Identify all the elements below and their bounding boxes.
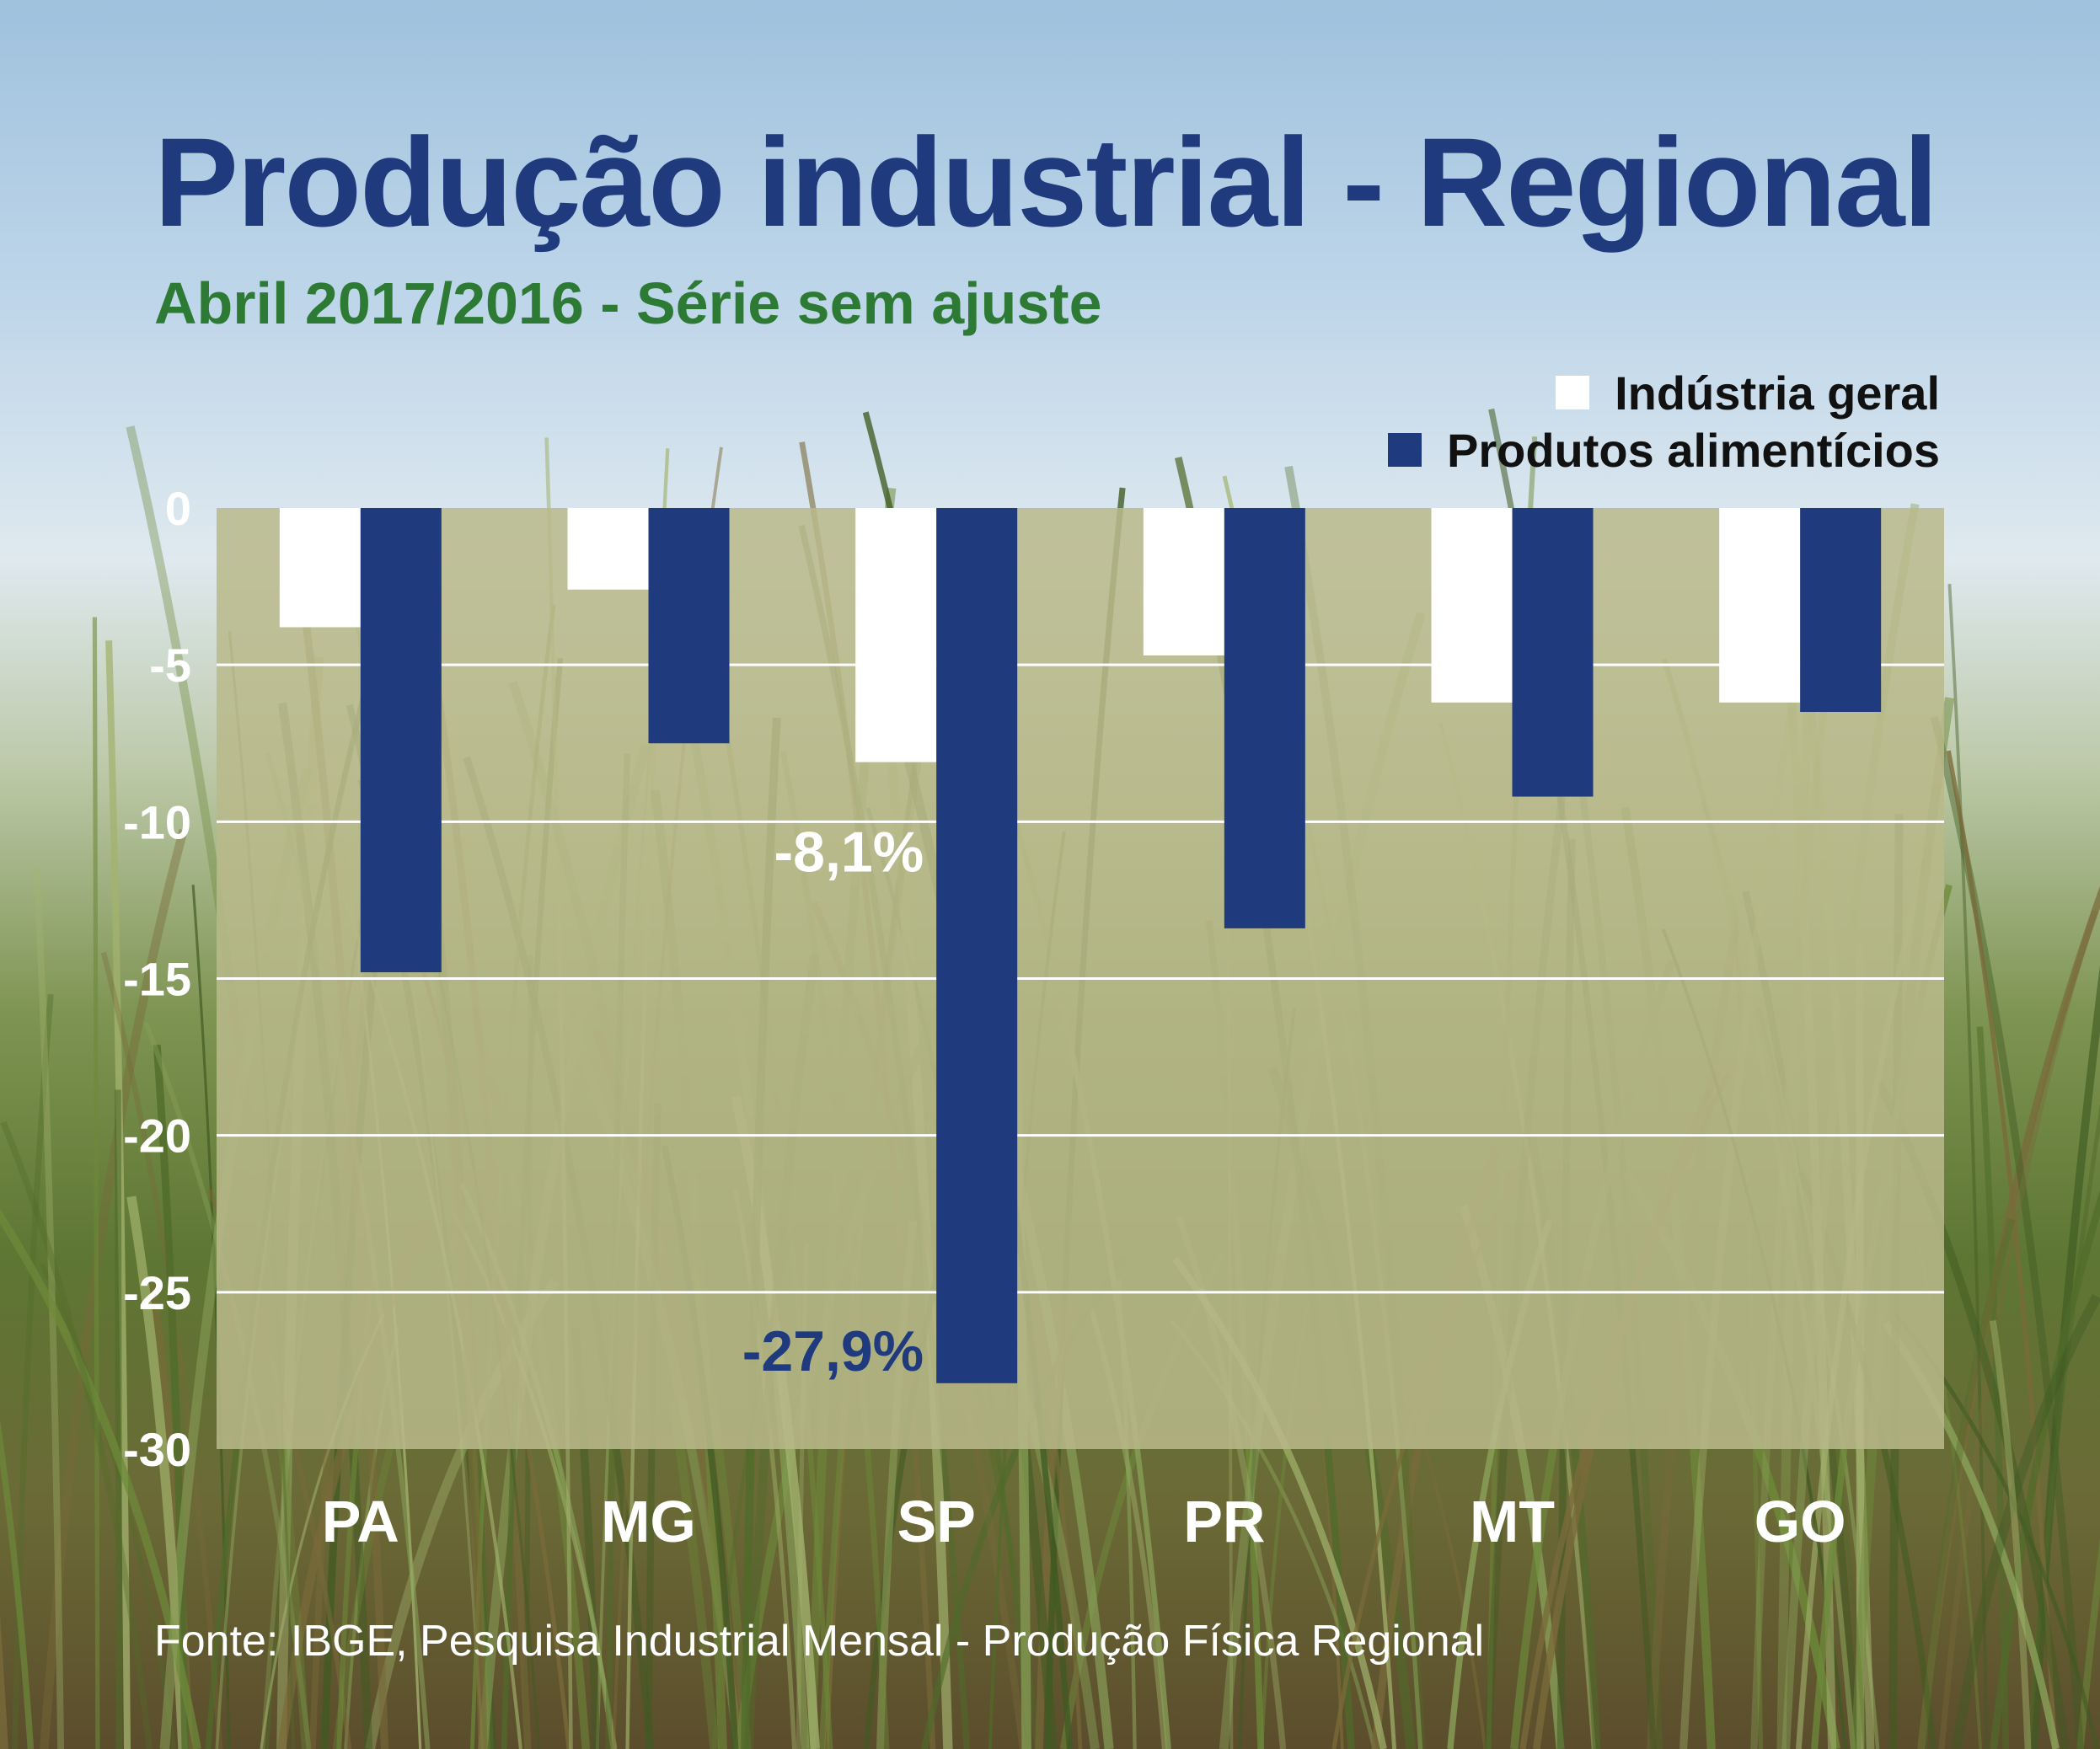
- x-tick-label: PR: [1183, 1489, 1265, 1554]
- legend-swatch-industria-geral: [1556, 376, 1590, 409]
- legend-label: Produtos alimentícios: [1447, 423, 1940, 477]
- grass-blade: [33, 867, 65, 1749]
- grass-blade: [0, 1420, 35, 1749]
- bar-mt-produtos-alimenticios: [1512, 508, 1594, 797]
- data-label: -27,9%: [742, 1319, 924, 1383]
- bar-sp-produtos-alimenticios: [936, 508, 1018, 1383]
- grass-blade: [2076, 1537, 2100, 1749]
- x-tick-label: GO: [1754, 1489, 1846, 1554]
- grass-blade: [0, 1208, 201, 1749]
- bar-sp-industria-geral: [855, 508, 937, 762]
- x-tick-label: PA: [322, 1489, 399, 1554]
- grass-blade: [1989, 1319, 2032, 1749]
- grass-blade: [1951, 1294, 2100, 1749]
- x-tick-label: SP: [897, 1489, 975, 1554]
- grass-blade: [114, 1089, 123, 1749]
- source-note: Fonte: IBGE, Pesquisa Industrial Mensal …: [154, 1617, 1485, 1666]
- grass-blade: [92, 617, 100, 1749]
- legend-label: Indústria geral: [1615, 366, 1940, 420]
- grass-blade: [40, 828, 188, 1749]
- chart-subtitle: Abril 2017/2016 - Série sem ajuste: [154, 270, 1102, 336]
- grass-blade: [1919, 1217, 2016, 1749]
- grass-blade: [2026, 1103, 2100, 1749]
- bar-go-industria-geral: [1719, 508, 1801, 703]
- bar-pa-industria-geral: [279, 508, 361, 628]
- grass-blade: [0, 1121, 153, 1749]
- grass-blade: [153, 1044, 190, 1749]
- bar-mt-industria-geral: [1431, 508, 1513, 703]
- grass-blade: [1947, 583, 1989, 1749]
- bar-go-produtos-alimenticios: [1800, 508, 1882, 713]
- grass-blade: [1990, 1190, 2100, 1749]
- y-tick-label: -10: [123, 795, 191, 848]
- bar-pa-produtos-alimenticios: [360, 508, 442, 973]
- grass-blade: [1976, 1026, 2010, 1749]
- y-tick-label: -25: [123, 1266, 191, 1319]
- data-label: -8,1%: [774, 821, 924, 885]
- x-tick-label: MT: [1470, 1489, 1555, 1554]
- grass-blade: [1917, 885, 2100, 1749]
- x-tick-label: MG: [601, 1489, 696, 1554]
- y-tick-label: -30: [123, 1423, 191, 1476]
- y-tick-label: -15: [123, 953, 191, 1006]
- grass-blade: [2029, 965, 2100, 1749]
- legend-swatch-produtos-alimenticios: [1388, 433, 1422, 467]
- legend-item-produtos-alimenticios: Produtos alimentícios: [1388, 421, 1940, 479]
- bar-pr-industria-geral: [1143, 508, 1224, 655]
- grass-blade: [1938, 910, 2098, 1749]
- legend: Indústria geral Produtos alimentícios: [1388, 364, 1940, 479]
- bar-pr-produtos-alimenticios: [1224, 508, 1305, 928]
- y-tick-label: 0: [165, 482, 191, 535]
- bar-mg-produtos-alimenticios: [648, 508, 730, 744]
- legend-item-industria-geral: Indústria geral: [1388, 364, 1940, 421]
- chart-title: Produção industrial - Regional: [154, 111, 1938, 253]
- y-tick-label: -5: [149, 639, 191, 692]
- bar-mg-industria-geral: [567, 508, 649, 590]
- y-tick-label: -20: [123, 1110, 191, 1163]
